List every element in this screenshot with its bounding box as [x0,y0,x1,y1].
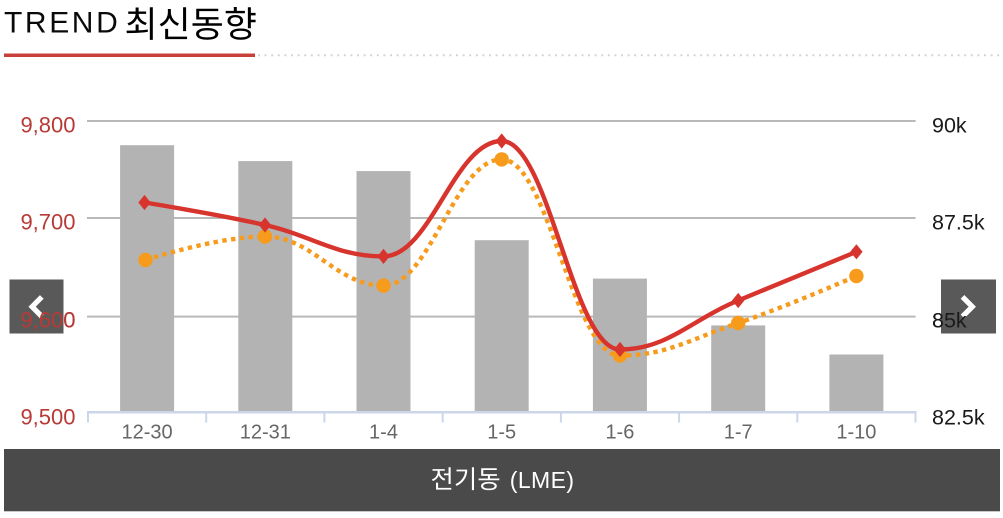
svg-text:1-10: 1-10 [836,422,876,444]
svg-text:12-30: 12-30 [122,422,173,444]
svg-text:90k: 90k [932,114,967,138]
svg-text:9,500: 9,500 [20,404,75,429]
svg-text:1-4: 1-4 [369,422,398,444]
svg-text:9,800: 9,800 [20,113,75,138]
svg-text:(LME): (LME) [503,467,574,493]
svg-text:87.5k: 87.5k [932,211,985,235]
svg-text:1-6: 1-6 [605,422,634,444]
svg-text:9,700: 9,700 [20,210,75,235]
svg-text:1-5: 1-5 [487,422,516,444]
svg-text:9,600: 9,600 [20,307,75,332]
svg-text:TREND: TREND [4,6,120,39]
svg-text:1-7: 1-7 [724,422,753,444]
svg-text:12-31: 12-31 [240,422,291,444]
svg-text:85k: 85k [932,308,967,332]
svg-text:82.5k: 82.5k [932,405,985,429]
